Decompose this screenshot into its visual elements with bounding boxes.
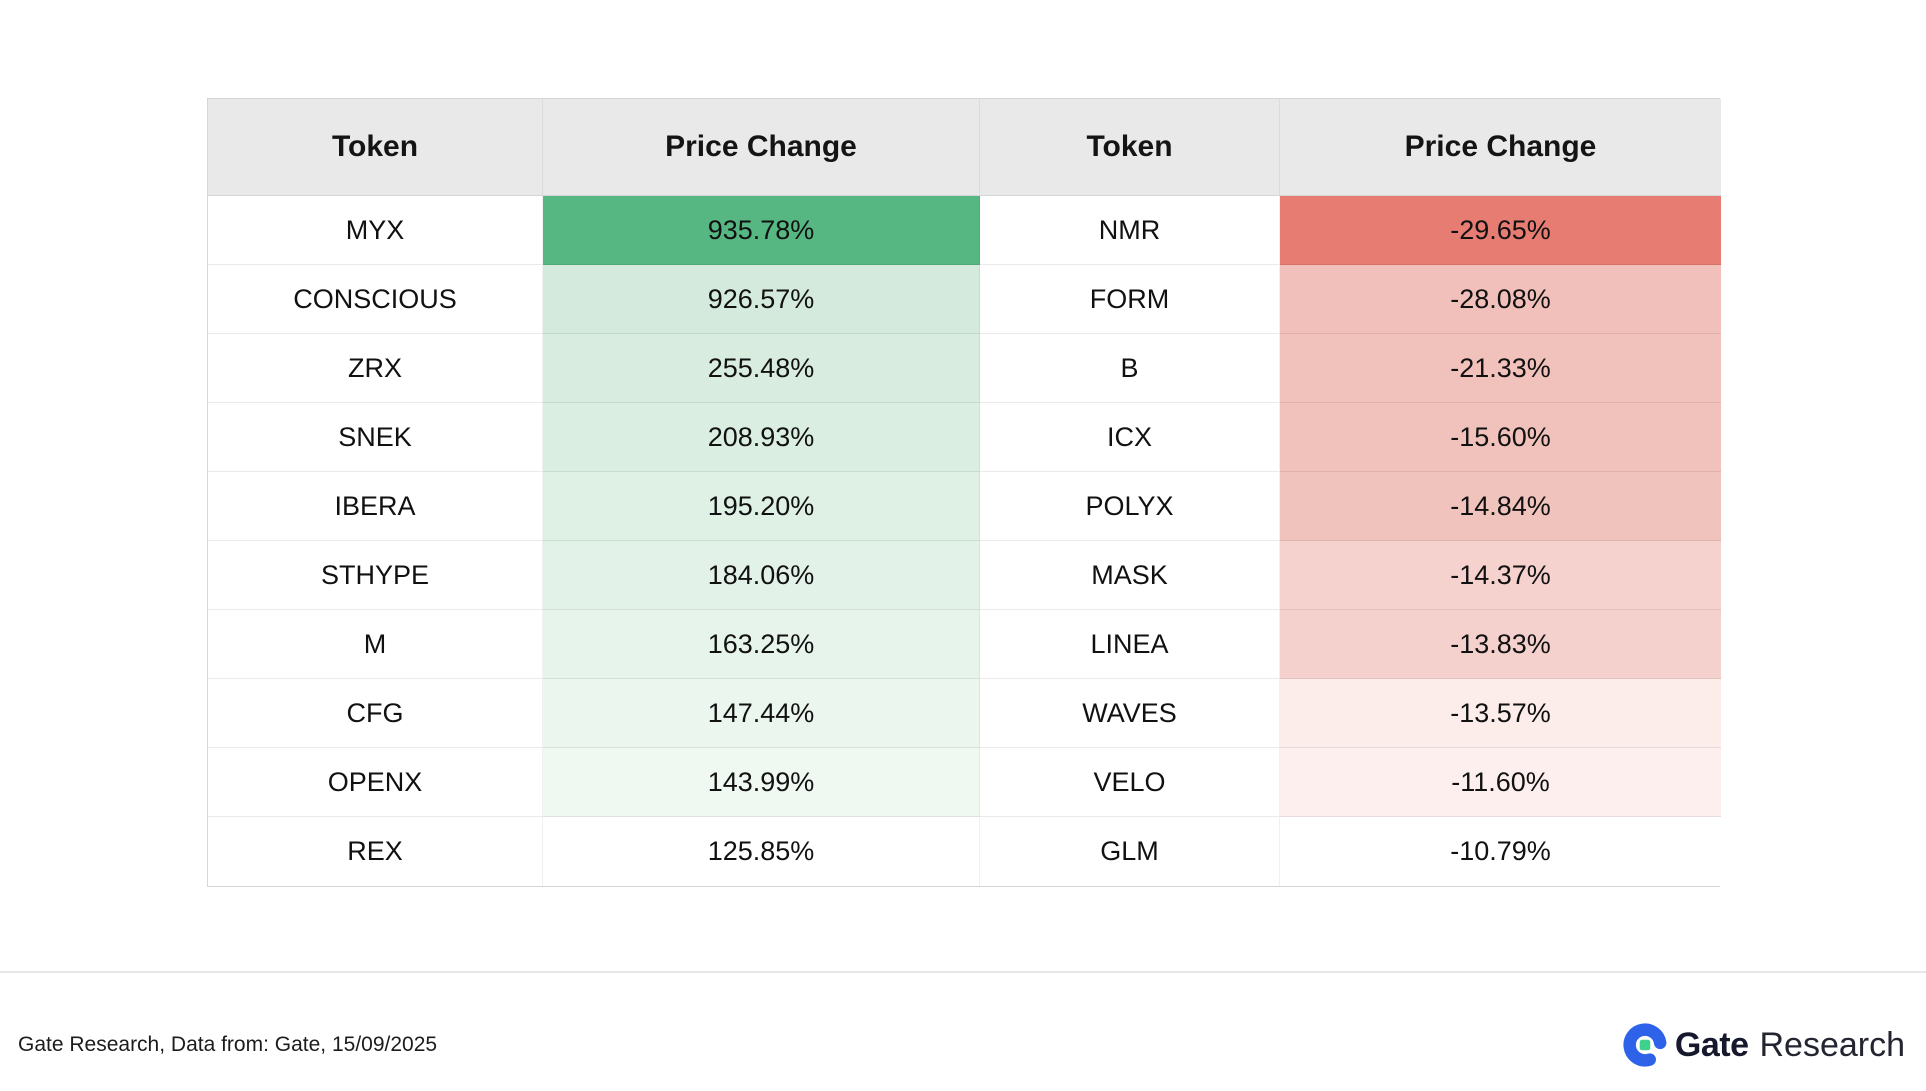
loser-change-cell: -14.37% — [1280, 541, 1721, 610]
gainer-token-cell: SNEK — [208, 403, 543, 472]
gate-research-logo: Gate Research — [1622, 1020, 1905, 1070]
gainer-token-cell: REX — [208, 817, 543, 886]
loser-token-cell: VELO — [980, 748, 1280, 817]
gainer-change-cell: 195.20% — [543, 472, 980, 541]
gainer-change-cell: 926.57% — [543, 265, 980, 334]
loser-change-cell: -14.84% — [1280, 472, 1721, 541]
loser-change-cell: -13.83% — [1280, 610, 1721, 679]
gate-logo-icon — [1622, 1022, 1668, 1068]
loser-token-cell: WAVES — [980, 679, 1280, 748]
loser-change-cell: -10.79% — [1280, 817, 1721, 886]
loser-change-cell: -28.08% — [1280, 265, 1721, 334]
loser-token-cell: GLM — [980, 817, 1280, 886]
gainer-token-cell: OPENX — [208, 748, 543, 817]
gainer-change-cell: 255.48% — [543, 334, 980, 403]
gainer-change-cell: 143.99% — [543, 748, 980, 817]
gainer-change-cell: 184.06% — [543, 541, 980, 610]
header-token-losers: Token — [980, 99, 1280, 196]
gainer-change-cell: 208.93% — [543, 403, 980, 472]
gainer-token-cell: STHYPE — [208, 541, 543, 610]
loser-change-cell: -29.65% — [1280, 196, 1721, 265]
gainer-token-cell: CFG — [208, 679, 543, 748]
gainer-token-cell: MYX — [208, 196, 543, 265]
loser-change-cell: -13.57% — [1280, 679, 1721, 748]
gainer-change-cell: 125.85% — [543, 817, 980, 886]
loser-token-cell: POLYX — [980, 472, 1280, 541]
gate-logo-suffix: Research — [1759, 1025, 1905, 1064]
gainer-token-cell: CONSCIOUS — [208, 265, 543, 334]
gainer-change-cell: 163.25% — [543, 610, 980, 679]
gate-logo-wordmark: Gate — [1674, 1025, 1749, 1064]
loser-token-cell: LINEA — [980, 610, 1280, 679]
loser-token-cell: NMR — [980, 196, 1280, 265]
gainer-change-cell: 147.44% — [543, 679, 980, 748]
gainer-change-cell: 935.78% — [543, 196, 980, 265]
token-price-change-table: Token Price Change Token Price Change MY… — [207, 98, 1721, 887]
loser-change-cell: -11.60% — [1280, 748, 1721, 817]
loser-token-cell: FORM — [980, 265, 1280, 334]
gainer-token-cell: ZRX — [208, 334, 543, 403]
loser-token-cell: B — [980, 334, 1280, 403]
header-price-change-losers: Price Change — [1280, 99, 1721, 196]
loser-token-cell: ICX — [980, 403, 1280, 472]
loser-change-cell: -15.60% — [1280, 403, 1721, 472]
footer-divider — [0, 971, 1926, 973]
header-token-gainers: Token — [208, 99, 543, 196]
loser-token-cell: MASK — [980, 541, 1280, 610]
data-source-note: Gate Research, Data from: Gate, 15/09/20… — [18, 1033, 438, 1056]
gainer-token-cell: M — [208, 610, 543, 679]
header-price-change-gainers: Price Change — [543, 99, 980, 196]
gainer-token-cell: IBERA — [208, 472, 543, 541]
loser-change-cell: -21.33% — [1280, 334, 1721, 403]
